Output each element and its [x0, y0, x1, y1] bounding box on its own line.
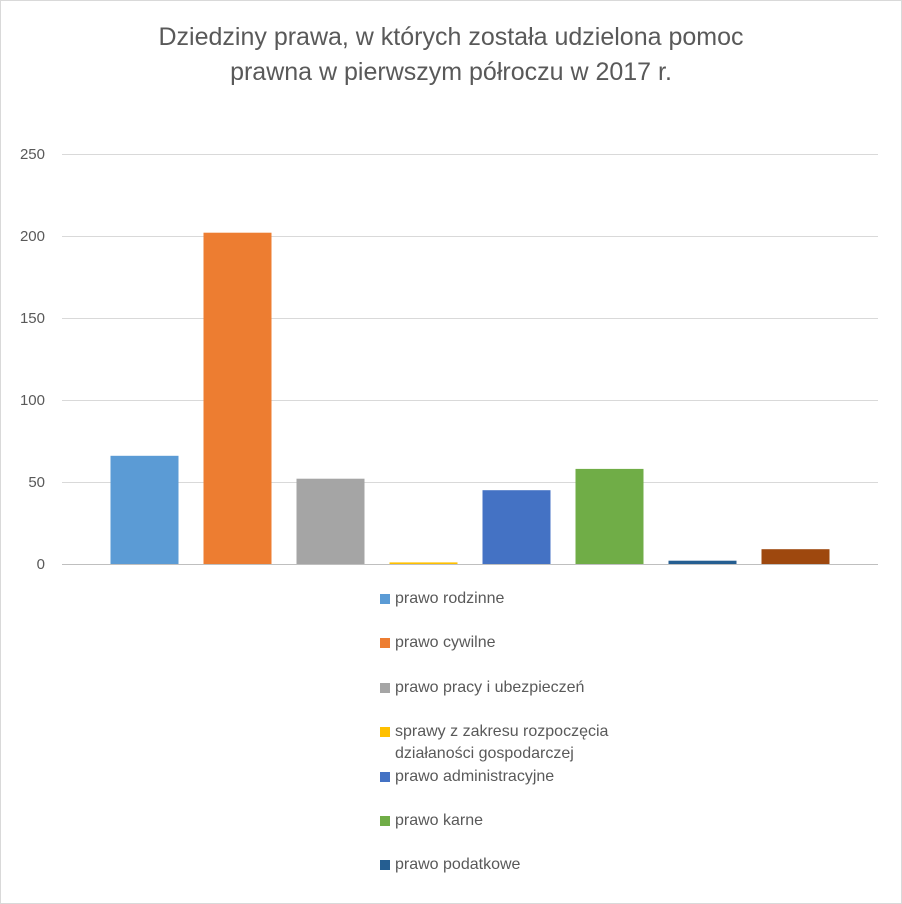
bar [203, 232, 272, 564]
y-tick-label: 150 [20, 310, 45, 327]
bar [668, 560, 737, 564]
legend-label: prawo podatkowe [395, 856, 521, 873]
bar [761, 549, 830, 564]
chart-title-line-1: Dziedziny prawa, w których została udzie… [158, 23, 744, 51]
legend-label: prawo rodzinne [395, 590, 505, 607]
y-tick-label: 50 [28, 474, 45, 491]
y-tick-label: 250 [20, 146, 45, 163]
y-tick-label: 100 [20, 392, 45, 409]
legend-label: prawo cywilne [395, 634, 496, 651]
legend-swatch [380, 594, 390, 604]
legend-label: prawo pracy i ubezpieczeń [395, 679, 585, 696]
bar [389, 562, 458, 564]
legend-label: prawo karne [395, 812, 484, 829]
legend-swatch [380, 860, 390, 870]
y-tick-label: 0 [37, 556, 45, 573]
legend-swatch [380, 638, 390, 648]
bar [110, 455, 179, 564]
legend-label: sprawy z zakresu rozpoczęcia działaności… [395, 723, 609, 762]
legend-label: prawo administracyjne [395, 768, 555, 785]
legend-swatch [380, 772, 390, 782]
legend-swatch [380, 683, 390, 693]
bar [482, 490, 551, 564]
bar [575, 468, 644, 564]
y-tick-label: 200 [20, 228, 45, 245]
chart-title: Dziedziny prawa, w których została udzie… [0, 20, 902, 90]
legend-swatch [380, 727, 390, 737]
bar [296, 478, 365, 564]
legend-swatch [380, 816, 390, 826]
chart-title-line-2: prawna w pierwszym półroczu w 2017 r. [230, 58, 672, 86]
